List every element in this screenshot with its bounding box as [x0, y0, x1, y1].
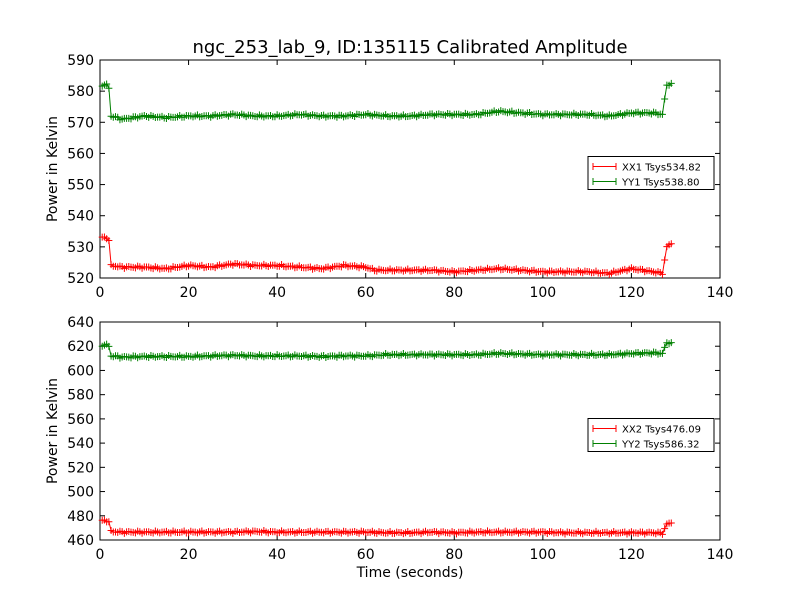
bottom-plot-area: 0 20 40 60 80 100 120 140 460 480 500 520 540 560 580 6…	[67, 315, 733, 563]
top-x-tick-label: 20	[180, 285, 198, 301]
bottom-legend-label-1: XX2 Tsys476.09	[622, 425, 701, 436]
top-legend-box	[587, 156, 715, 190]
top-legend-label-1: XX1 Tsys534.82	[622, 163, 701, 174]
top-series-2-marker	[661, 95, 669, 103]
top-y-tick-label: 530	[67, 240, 94, 256]
bottom-y-tick-label: 520	[67, 460, 94, 476]
top-series-2-marker	[105, 84, 113, 92]
top-x-tick-label: 100	[529, 285, 556, 301]
top-x-tick-label: 120	[618, 285, 645, 301]
top-series-2-marker	[103, 80, 111, 88]
top-y-tick-label: 570	[67, 115, 94, 131]
top-y-tick-label: 560	[67, 146, 94, 162]
top-y-tick-label: 590	[67, 53, 94, 69]
top-x-tick-label: 40	[268, 285, 286, 301]
bottom-legend: XX2 Tsys476.09 YY2 Tsys586.32	[587, 418, 715, 452]
top-y-tick-label: 540	[67, 209, 94, 225]
bottom-y-tick-label: 640	[67, 315, 94, 331]
top-legend-marker-2	[592, 178, 617, 185]
bottom-legend-box	[587, 418, 715, 452]
top-x-tick-label: 140	[707, 285, 734, 301]
bottom-y-tick-label: 600	[67, 363, 94, 379]
top-y-axis-label: Power in Kelvin	[45, 116, 61, 222]
bottom-x-tick-label: 0	[96, 547, 105, 563]
bottom-series-2-marker	[105, 342, 113, 350]
top-x-tick-label: 0	[96, 285, 105, 301]
bottom-axes-frame	[99, 321, 721, 541]
top-y-tick-label: 580	[67, 84, 94, 100]
bottom-series-2-marker	[661, 343, 669, 351]
chart-title: ngc_253_lab_9, ID:135115 Calibrated Ampl…	[192, 37, 627, 58]
top-x-tick-label: 60	[357, 285, 375, 301]
top-legend: XX1 Tsys534.82 YY1 Tsys538.80	[587, 156, 715, 190]
bottom-y-tick-label: 580	[67, 388, 94, 404]
top-series-1-marker	[667, 240, 675, 248]
bottom-legend-label-2: YY2 Tsys586.32	[621, 440, 700, 451]
bottom-y-tick-label: 620	[67, 339, 94, 355]
bottom-legend-marker-1	[592, 425, 617, 432]
top-series-1-marker	[658, 270, 666, 278]
top-series-1-marker	[105, 237, 113, 245]
bottom-y-tick-label: 460	[67, 533, 94, 549]
bottom-series-2-marker	[658, 349, 666, 357]
bottom-x-tick-label: 60	[357, 547, 375, 563]
bottom-x-tick-label: 100	[529, 547, 556, 563]
top-axes-frame	[99, 59, 721, 279]
top-series-2	[98, 79, 675, 124]
top-plot-area: 0 20 40 60 80 100 120 140 520 530 540 550 560 570 580 5…	[67, 53, 733, 301]
bottom-y-axis-label: Power in Kelvin	[45, 378, 61, 484]
bottom-y-tick-label: 540	[67, 436, 94, 452]
top-legend-marker-1	[592, 163, 617, 170]
bottom-panel: 0 20 40 60 80 100 120 140 460 480 500 520 540 560 580 6…	[45, 315, 733, 581]
top-legend-label-2: YY1 Tsys538.80	[621, 178, 700, 189]
bottom-legend-marker-2	[592, 440, 617, 447]
top-x-tick-label: 80	[445, 285, 463, 301]
bottom-x-tick-label: 20	[180, 547, 198, 563]
x-axis-label: Time (seconds)	[356, 565, 464, 581]
top-series-1	[98, 233, 675, 278]
bottom-series-2	[98, 339, 675, 362]
bottom-series-1-marker	[667, 519, 675, 527]
top-series-2-marker	[667, 79, 675, 87]
top-series-1-marker	[661, 256, 669, 264]
bottom-series-1-marker	[658, 530, 666, 538]
top-series-2-marker	[658, 110, 666, 118]
bottom-y-tick-label: 500	[67, 485, 94, 501]
bottom-y-tick-label: 480	[67, 509, 94, 525]
top-y-tick-label: 520	[67, 271, 94, 287]
top-panel: 0 20 40 60 80 100 120 140 520 530 540 550 560 570 580 5…	[45, 53, 733, 301]
bottom-series-1	[98, 516, 675, 538]
bottom-x-tick-label: 120	[618, 547, 645, 563]
bottom-series-1-marker	[661, 525, 669, 533]
top-y-tick-label: 550	[67, 178, 94, 194]
bottom-series-2-marker	[667, 339, 675, 347]
bottom-y-tick-label: 560	[67, 412, 94, 428]
bottom-x-tick-label: 80	[445, 547, 463, 563]
bottom-x-tick-label: 40	[268, 547, 286, 563]
bottom-series-1-marker	[105, 518, 113, 526]
bottom-x-tick-label: 140	[707, 547, 734, 563]
